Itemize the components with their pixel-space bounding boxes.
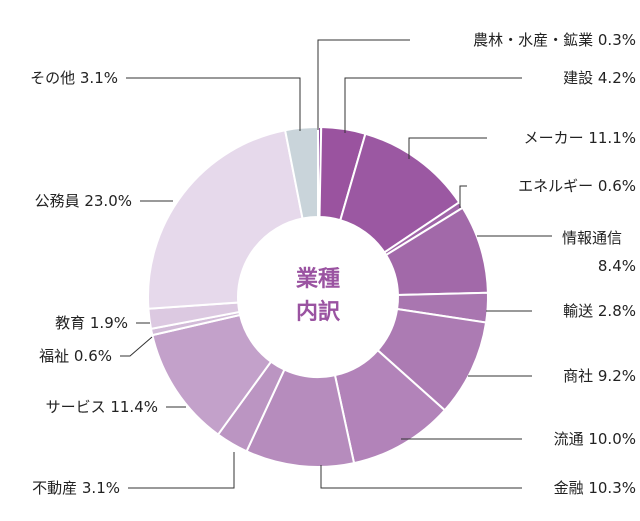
slice-labels: 農林・水産・鉱業 0.3% 建設 4.2% メーカー 11.1% エネルギー 0.6%… bbox=[30, 31, 636, 497]
slice-label-5: 輸送 2.8% bbox=[563, 302, 636, 320]
slice-14 bbox=[283, 125, 319, 220]
leader-line-9 bbox=[128, 452, 235, 489]
center-label-line-1: 業種 bbox=[296, 267, 340, 292]
leader-line-8 bbox=[320, 465, 522, 489]
slice-label-14: その他 3.1% bbox=[30, 69, 118, 87]
slice-label-8: 金融 10.3% bbox=[554, 479, 636, 497]
leader-line-3 bbox=[459, 185, 467, 208]
slice-label-11: 福祉 0.6% bbox=[39, 347, 112, 365]
leader-line-2 bbox=[408, 137, 487, 159]
slice-label-7: 流通 10.0% bbox=[554, 430, 636, 448]
donut-slices bbox=[147, 125, 489, 468]
slice-13 bbox=[147, 129, 304, 310]
slice-value-4: 8.4% bbox=[598, 257, 636, 275]
slice-label-13: 公務員 23.0% bbox=[35, 192, 132, 210]
slice-label-2: メーカー 11.1% bbox=[524, 129, 636, 147]
leader-line-11 bbox=[120, 336, 153, 357]
slice-label-6: 商社 9.2% bbox=[563, 367, 636, 385]
leader-line-1 bbox=[344, 77, 522, 133]
slice-label-12: 教育 1.9% bbox=[55, 314, 128, 332]
slice-label-4: 情報通信 bbox=[562, 229, 622, 247]
slice-label-3: エネルギー 0.6% bbox=[518, 177, 636, 195]
leader-line-0 bbox=[317, 39, 410, 130]
slice-label-10: サービス 11.4% bbox=[46, 398, 158, 416]
leader-lines bbox=[120, 39, 552, 489]
center-label-line-2: 内訳 bbox=[296, 299, 341, 325]
slice-label-1: 建設 4.2% bbox=[563, 69, 636, 87]
slice-label-0: 農林・水産・鉱業 0.3% bbox=[473, 31, 636, 49]
slice-label-9: 不動産 3.1% bbox=[32, 479, 120, 497]
leader-line-14 bbox=[126, 77, 301, 131]
